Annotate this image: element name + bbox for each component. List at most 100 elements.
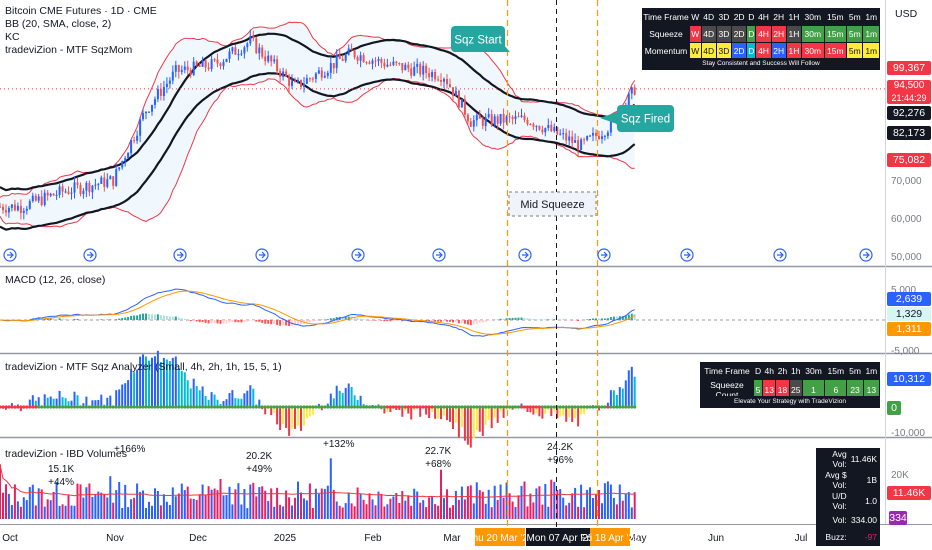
momentum-bar	[630, 366, 633, 407]
squeeze-dot	[236, 405, 240, 409]
candle-body	[517, 116, 520, 118]
macd-hist-bar	[305, 320, 308, 323]
macd-hist-bar	[67, 319, 70, 320]
currency-label[interactable]: USD	[895, 8, 918, 20]
macd-panel[interactable]	[0, 288, 885, 337]
volume-bar	[505, 482, 508, 519]
momentum-bar	[139, 356, 142, 407]
candle-body	[228, 51, 231, 59]
count-header-cell: 30m	[801, 362, 826, 380]
vol-annotation-2: +166%	[114, 444, 146, 455]
squeeze-dot	[189, 405, 193, 409]
volume-bar	[365, 504, 368, 519]
squeeze-dot	[183, 405, 187, 409]
squeeze-dot	[415, 405, 419, 409]
volume-bar	[156, 491, 159, 519]
volume-bar	[329, 458, 332, 519]
mtf-cell: 5m	[846, 25, 864, 43]
macd-hist-bar	[514, 317, 517, 320]
candle-body	[574, 140, 577, 143]
volume-bar	[484, 503, 487, 519]
price-panel[interactable]	[0, 21, 885, 231]
indicator-sqzmom[interactable]: tradeviZion - MTF SqzMom	[5, 44, 133, 56]
candle-body	[377, 59, 380, 61]
volume-bar	[452, 505, 454, 519]
candle-body	[332, 63, 335, 69]
squeeze-dot	[463, 405, 467, 409]
volume-bar	[612, 497, 615, 519]
squeeze-dot	[99, 405, 103, 409]
volume-bar	[124, 484, 127, 519]
candle-body	[323, 75, 326, 78]
candle-body	[496, 116, 499, 124]
macd-hist-bar	[130, 315, 133, 320]
macd-hist-bar	[469, 320, 472, 326]
squeeze-dot	[424, 405, 428, 409]
analyzer-panel[interactable]	[0, 350, 637, 448]
volume-bar	[40, 489, 43, 519]
macd-hist-bar	[374, 320, 377, 321]
momentum-bar	[466, 407, 469, 445]
candle-body	[401, 63, 404, 71]
volume-bar	[627, 492, 630, 519]
candle-body	[97, 183, 100, 185]
macd-hist-bar	[291, 320, 293, 326]
volume-bar	[320, 488, 323, 519]
macd-hist-bar	[213, 320, 216, 324]
momentum-bar	[130, 369, 133, 407]
squeeze-dot	[227, 405, 232, 409]
candle-body	[204, 60, 207, 68]
candle-body	[85, 182, 88, 191]
momentum-bar	[577, 407, 580, 427]
macd-hist-bar	[261, 320, 264, 323]
volume-bar	[621, 500, 624, 519]
momentum-bar	[97, 400, 100, 407]
candle-body	[294, 80, 296, 82]
analyzer-title[interactable]: tradeviZion - MTF Sqz Analyzer (Small, 4…	[5, 361, 282, 373]
candle-body	[449, 84, 451, 88]
macd-hist-bar	[383, 320, 386, 322]
momentum-bar	[94, 400, 97, 407]
alert-icon	[255, 248, 269, 262]
volume-bar	[630, 507, 633, 519]
volume-bar	[133, 497, 136, 519]
volume-panel[interactable]	[0, 458, 636, 519]
volume-bar	[162, 494, 165, 519]
squeeze-dot	[487, 405, 491, 409]
momentum-bar	[207, 399, 210, 407]
alert-icon	[859, 248, 873, 262]
macd-title[interactable]: MACD (12, 26, close)	[5, 274, 106, 286]
candle-body	[76, 182, 79, 185]
squeeze-dot	[141, 405, 145, 409]
squeeze-dot	[451, 405, 455, 409]
volumes-title[interactable]: tradeviZion - IBD Volumes	[5, 448, 127, 460]
macd-hist-bar	[174, 316, 177, 320]
momentum-bar	[243, 393, 246, 407]
candle-body	[297, 79, 299, 82]
volume-bar	[609, 484, 612, 519]
momentum-bar	[148, 360, 150, 407]
candle-body	[22, 210, 25, 213]
squeeze-dot	[549, 405, 553, 409]
momentum-bar	[276, 407, 279, 425]
price-badge-bb-lower: 75,082	[887, 153, 931, 167]
candle-body	[207, 67, 210, 70]
squeeze-dot	[4, 405, 8, 409]
macd-hist-bar	[243, 320, 246, 322]
macd-hist-bar	[279, 320, 282, 326]
volume-bar	[52, 491, 55, 519]
candle-body	[13, 204, 16, 211]
indicator-kc[interactable]: KC	[5, 31, 20, 43]
squeeze-dot	[430, 405, 434, 409]
candle-body	[457, 90, 460, 108]
candle-body	[201, 60, 204, 67]
indicator-bb[interactable]: BB (20, SMA, close, 2)	[5, 18, 112, 30]
macd-hist-bar	[449, 320, 451, 322]
candle-body	[553, 127, 556, 132]
momentum-bar	[449, 407, 451, 422]
volume-bar	[31, 484, 34, 519]
time-highlight	[590, 528, 630, 546]
volume-bar	[362, 499, 365, 519]
candle-body	[273, 59, 276, 62]
